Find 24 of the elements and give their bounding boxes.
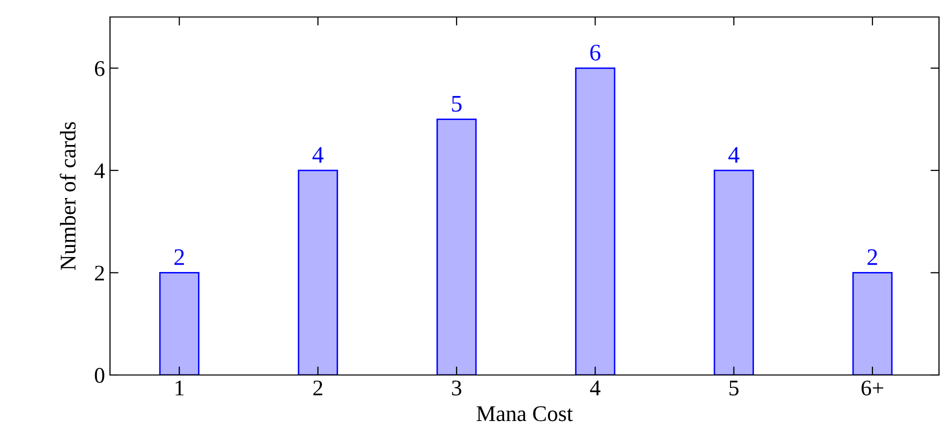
x-tick-label: 6+ (862, 380, 884, 396)
bar (298, 170, 338, 375)
y-tick-label: 2 (95, 266, 104, 280)
x-tick-label: 1 (176, 380, 184, 396)
y-tick-label: 4 (94, 164, 105, 178)
y-tick-label: 6 (94, 61, 104, 76)
x-tick-label: 3 (452, 380, 462, 396)
data-label: 5 (452, 96, 462, 112)
data-label: 2 (868, 249, 878, 265)
x-tick-label: 5 (730, 380, 739, 396)
data-label: 4 (728, 147, 740, 163)
bar (575, 67, 616, 375)
x-tick-label: 4 (590, 380, 600, 396)
bar (159, 272, 200, 375)
x-tick-label: 2 (313, 380, 322, 396)
bar (852, 272, 893, 375)
data-label: 4 (312, 147, 324, 163)
data-label: 6 (590, 44, 600, 61)
data-label: 2 (174, 249, 184, 265)
y-axis-title: Number of cards (60, 122, 76, 270)
x-axis-title: Mana Cost (476, 406, 573, 422)
y-tick-label: 0 (94, 368, 104, 383)
bar (714, 170, 754, 375)
bar (436, 118, 477, 375)
